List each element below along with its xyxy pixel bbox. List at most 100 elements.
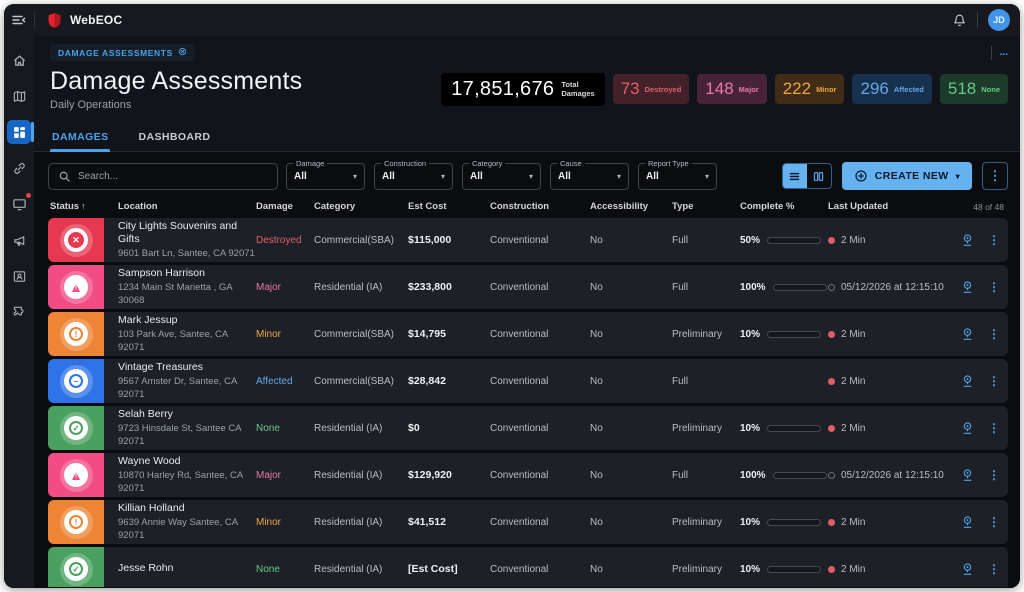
column-header-construction[interactable]: Construction: [490, 201, 550, 212]
row-menu-icon[interactable]: ⋮: [988, 280, 1000, 294]
table-row[interactable]: ! Killian Holland 9639 Annie Way Santee, C…: [48, 500, 1008, 544]
table-row[interactable]: ✓ Jesse Rohn None Residential (IA) [Est Cost…: [48, 547, 1008, 587]
breadcrumb[interactable]: DAMAGE ASSESSMENTS ⊗: [50, 44, 196, 61]
location-name: Wayne Wood: [118, 454, 181, 467]
notifications-bell-icon[interactable]: [952, 13, 967, 28]
board-view-button[interactable]: [807, 164, 831, 188]
status-ring: ✓: [59, 411, 93, 445]
sidebar-item-plugins[interactable]: [7, 300, 31, 324]
sidebar-item-home[interactable]: [7, 48, 31, 72]
filter-select-cause[interactable]: Cause All ▾: [550, 158, 629, 190]
filter-select-construction[interactable]: Construction All ▾: [374, 158, 453, 190]
menu-collapse-icon[interactable]: [4, 12, 34, 28]
tab-bar: DAMAGES DASHBOARD: [34, 121, 1020, 152]
map-pin-icon[interactable]: [960, 326, 975, 342]
location-address: 103 Park Ave, Santee, CA 92071: [118, 328, 228, 353]
row-menu-icon[interactable]: ⋮: [988, 468, 1000, 482]
app-title: WebEOC: [70, 13, 123, 27]
location-cell: Vintage Treasures 9567 Amster Dr, Santee,…: [104, 361, 256, 401]
table-row[interactable]: ✓ Selah Berry 9723 Hinsdale St, Santee CA …: [48, 406, 1008, 450]
last-updated-cell: 2 Min: [828, 235, 950, 246]
accessibility-cell: No: [590, 375, 603, 387]
search-input[interactable]: [48, 162, 278, 190]
map-pin-icon[interactable]: [960, 373, 975, 389]
construction-cell: Conventional: [490, 563, 549, 575]
table-more-actions-button[interactable]: ⋮: [982, 162, 1008, 190]
status-dot: [828, 377, 835, 385]
filter-value: All: [646, 170, 659, 182]
last-updated-text: 2 Min: [841, 328, 866, 340]
map-pin-icon[interactable]: [960, 232, 975, 248]
column-header-last-updated[interactable]: Last Updated: [828, 201, 889, 212]
app-window: WebEOC JD DAMAGE ASSESSMENTS ⊗ ... Damag…: [4, 4, 1020, 588]
create-new-button[interactable]: CREATE NEW ▾: [841, 162, 972, 190]
column-header-status[interactable]: Status ↑: [50, 201, 86, 212]
table-row[interactable]: ▲ Sampson Harrison 1234 Main St Marietta ,…: [48, 265, 1008, 309]
complete-percent: 100%: [740, 469, 766, 481]
filter-select-damage[interactable]: Damage All ▾: [286, 158, 365, 190]
map-pin-icon[interactable]: [960, 561, 975, 577]
sidebar-item-messages[interactable]: [7, 192, 31, 216]
complete-cell: 100%: [740, 470, 828, 481]
search-field[interactable]: [78, 170, 268, 182]
filter-select-report-type[interactable]: Report Type All ▾: [638, 158, 717, 190]
table-row[interactable]: ! Mark Jessup 103 Park Ave, Santee, CA 920…: [48, 312, 1008, 356]
status-core: –: [64, 369, 88, 393]
status-ring: !: [59, 505, 93, 539]
column-header-est-cost[interactable]: Est Cost: [408, 201, 447, 212]
column-header-complete--[interactable]: Complete %: [740, 201, 795, 212]
progress-bar: [772, 471, 827, 479]
row-actions: ⋮: [950, 373, 1008, 389]
location-cell: Mark Jessup 103 Park Ave, Santee, CA 9207…: [104, 314, 256, 354]
list-view-button[interactable]: [782, 164, 807, 188]
sidebar-item-link[interactable]: [7, 156, 31, 180]
table-row[interactable]: ▲ Wayne Wood 10870 Harley Rd, Santee, CA 9…: [48, 453, 1008, 497]
user-avatar[interactable]: JD: [988, 9, 1010, 31]
map-pin-icon[interactable]: [960, 467, 975, 483]
sidebar-item-megaphone[interactable]: [7, 228, 31, 252]
sidebar-item-map[interactable]: [7, 84, 31, 108]
table-row[interactable]: – Vintage Treasures 9567 Amster Dr, Santee…: [48, 359, 1008, 403]
filter-value: All: [382, 170, 395, 182]
column-header-category[interactable]: Category: [314, 201, 356, 212]
filter-select-category[interactable]: Category All ▾: [462, 158, 541, 190]
complete-percent: 10%: [740, 516, 761, 528]
column-header-location[interactable]: Location: [118, 201, 158, 212]
column-header-accessibility[interactable]: Accessibility: [590, 201, 649, 212]
breadcrumb-close-icon[interactable]: ⊗: [177, 46, 188, 58]
row-menu-icon[interactable]: ⋮: [988, 374, 1000, 388]
accessibility-cell: No: [590, 563, 603, 575]
row-menu-icon[interactable]: ⋮: [988, 515, 1000, 529]
last-updated-text: 2 Min: [841, 375, 866, 387]
tab-dashboard[interactable]: DASHBOARD: [138, 131, 211, 143]
stat-chip-affected: 296 Affected: [852, 74, 932, 104]
last-updated-cell: 2 Min: [828, 376, 950, 387]
row-menu-icon[interactable]: ⋮: [988, 327, 1000, 341]
divider: [990, 45, 992, 60]
last-updated-text: 2 Min: [841, 422, 866, 434]
table-row[interactable]: ✕ City Lights Souvenirs and Gifts 9601 Bar…: [48, 218, 1008, 262]
row-menu-icon[interactable]: ⋮: [988, 562, 1000, 576]
location-cell: Killian Holland 9639 Annie Way Santee, CA…: [104, 502, 256, 542]
minor-glyph: !: [69, 327, 83, 341]
map-pin-icon[interactable]: [960, 420, 975, 436]
column-header-type[interactable]: Type: [672, 201, 694, 212]
sidebar-item-boards[interactable]: [7, 120, 34, 144]
column-header-damage[interactable]: Damage: [256, 201, 293, 212]
row-menu-icon[interactable]: ⋮: [988, 421, 1000, 435]
progress-bar: [767, 565, 822, 573]
map-pin-icon[interactable]: [960, 514, 975, 530]
status-major-icon: ▲: [48, 453, 104, 497]
breadcrumb-overflow-button[interactable]: ...: [990, 45, 1008, 60]
tab-damages[interactable]: DAMAGES: [50, 125, 111, 152]
est-cost-cell: $14,795: [408, 328, 446, 340]
map-pin-icon[interactable]: [960, 279, 975, 295]
stat-label: None: [981, 84, 1000, 94]
sidebar-item-contacts[interactable]: [7, 264, 31, 288]
row-menu-icon[interactable]: ⋮: [988, 233, 1000, 247]
type-cell: Preliminary: [672, 516, 723, 528]
status-ring: ▲: [59, 458, 93, 492]
complete-percent: 10%: [740, 328, 761, 340]
est-cost-cell: $28,842: [408, 375, 446, 387]
